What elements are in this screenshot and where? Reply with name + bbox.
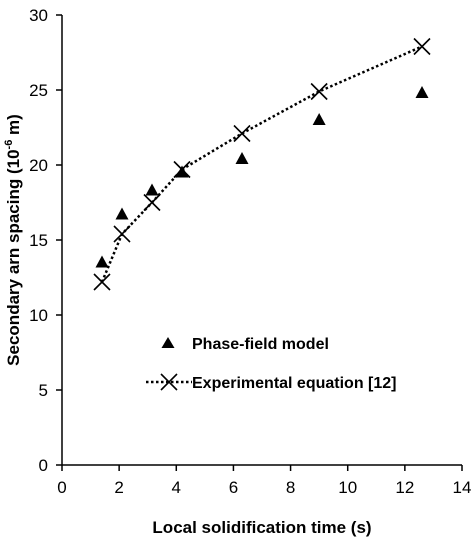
experimental-point xyxy=(143,193,161,212)
experimental-point xyxy=(413,37,431,56)
axes xyxy=(61,15,462,466)
legend-label-experimental: Experimental equation [12] xyxy=(192,375,397,392)
plot-area xyxy=(93,37,431,291)
y-axis-title-unit: m) xyxy=(4,114,23,140)
phase-field-point xyxy=(145,183,159,196)
x-tick-label: 0 xyxy=(57,478,66,497)
x-tick-label: 2 xyxy=(114,478,123,497)
experimental-point xyxy=(233,124,251,143)
legend: Phase-field model Experimental equation … xyxy=(146,336,397,392)
x-tick-label: 12 xyxy=(395,478,414,497)
phase-field-point xyxy=(415,86,429,98)
phase-field-point xyxy=(95,255,109,268)
y-tick-label: 10 xyxy=(29,306,48,325)
y-tick-label: 0 xyxy=(39,456,48,475)
y-axis-title-exponent: -6 xyxy=(3,140,15,150)
y-tick-label: 5 xyxy=(39,381,48,400)
legend-x-marker xyxy=(160,373,178,391)
x-tick-label: 8 xyxy=(286,478,295,497)
x-tick-label: 14 xyxy=(453,478,472,497)
y-axis-title: Secondary arn spacing (10-6 m) xyxy=(3,114,23,366)
series-line-experimental xyxy=(100,45,423,283)
x-tick-label: 10 xyxy=(338,478,357,497)
phase-field-point xyxy=(312,113,326,125)
phase-field-point xyxy=(175,165,189,178)
y-tick-label: 15 xyxy=(29,231,48,250)
y-tick-label: 30 xyxy=(29,6,48,25)
x-tick-label: 6 xyxy=(229,478,238,497)
phase-field-point xyxy=(235,152,249,164)
experimental-point xyxy=(310,82,328,101)
legend-triangle-marker xyxy=(161,337,175,348)
y-tick-label: 25 xyxy=(29,81,48,100)
y-axis-title-main: Secondary arn spacing (10 xyxy=(4,149,23,365)
x-tick-label: 4 xyxy=(172,478,181,497)
x-axis-title: Local solidification time (s) xyxy=(152,518,371,537)
experimental-point xyxy=(113,225,131,243)
y-tick-label: 20 xyxy=(29,156,48,175)
experimental-point xyxy=(173,160,191,179)
legend-label-phase-field: Phase-field model xyxy=(192,336,329,353)
phase-field-point xyxy=(115,207,129,220)
ticks: 0 2 4 6 8 10 12 14 0 5 10 15 20 25 30 xyxy=(29,6,471,497)
experimental-point xyxy=(93,273,111,291)
